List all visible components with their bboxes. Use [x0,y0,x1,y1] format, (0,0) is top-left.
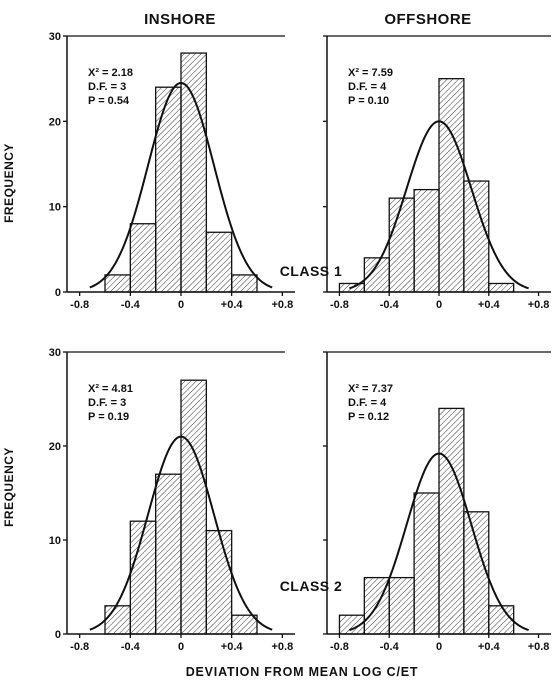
y-tick-label: 0 [55,287,61,299]
x-tick-label: 0 [178,641,184,653]
x-tick-label: -0.4 [380,641,400,653]
stat-label: D.F. = 4 [348,397,387,409]
histogram-bar [231,614,258,635]
stat-label: X² = 4.81 [88,383,133,395]
y-axis-label-top: FREQUENCY [2,143,16,223]
class-2-label: CLASS 2 [280,578,343,594]
x-tick-label: -0.8 [330,299,349,311]
histogram-bar [463,180,490,293]
normal-curve [349,120,529,290]
histogram-bar [388,576,415,635]
histogram-bar [413,188,440,293]
histogram-bar [488,605,515,635]
histogram-bar [180,379,207,635]
y-tick-label: 30 [49,31,61,43]
normal-curve [89,435,273,631]
histogram-bar [438,78,465,293]
x-tick-label: -0.8 [70,299,89,311]
panel-class-2-inshore: -0.8 -0.4 0 +0.4 +0.8 0 10 20 30 X² = 4.81 D.F. = … [49,347,295,653]
histogram-bar [104,274,131,293]
y-tick-label: 10 [49,535,61,547]
histogram-bar [205,231,233,293]
histogram-bar [488,282,515,293]
stat-label: X² = 2.18 [88,67,133,79]
histogram-bar [231,274,258,293]
x-tick-label: 0 [436,641,442,653]
stat-label: D.F. = 3 [88,397,126,409]
x-tick-label: -0.4 [380,299,400,311]
column-title-offshore: OFFSHORE [384,11,471,28]
histogram-bar [129,520,157,635]
x-tick-label: +0.8 [271,299,293,311]
x-tick-label: -0.8 [70,641,89,653]
histogram-bar [205,529,233,635]
x-axis-label: DEVIATION FROM MEAN LOG C/ET [186,665,419,679]
column-title-inshore: INSHORE [144,11,216,28]
histogram-bar [363,257,390,293]
histogram-panels: -0.8 -0.4 0 +0.4 +0.8 0 10 20 30 X² = 2.18 D.F. = … [49,31,551,653]
normal-curve [349,452,529,632]
stat-label: D.F. = 3 [88,81,126,93]
histogram-bar [388,197,415,293]
class-1-label: CLASS 1 [280,263,343,279]
x-tick-label: -0.8 [330,641,349,653]
histogram-bar [180,52,207,293]
normal-curve [89,81,273,289]
stat-label: P = 0.12 [348,411,389,423]
x-tick-label: +0.8 [528,299,550,311]
panel-class-1-offshore: -0.8 -0.4 0 +0.4 +0.8 X² = 7.59 D.F. = 4 P = 0.… [323,35,551,311]
y-tick-label: 20 [49,441,61,453]
histogram-bar [413,492,440,635]
x-tick-label: +0.4 [478,641,501,653]
y-tick-label: 30 [49,347,61,359]
histogram-bar [155,473,182,635]
histogram-bar [104,605,131,635]
stat-label: P = 0.10 [348,95,389,107]
x-tick-label: -0.4 [121,641,141,653]
panel-class-1-inshore: -0.8 -0.4 0 +0.4 +0.8 0 10 20 30 X² = 2.18 D.F. = … [49,31,295,311]
y-tick-label: 10 [49,202,61,214]
stat-label: D.F. = 4 [348,81,387,93]
histogram-bar [463,511,490,635]
x-tick-label: 0 [436,299,442,311]
y-axis-label-bottom: FREQUENCY [2,447,16,527]
x-tick-label: 0 [178,299,184,311]
x-tick-label: +0.8 [528,641,550,653]
x-tick-label: -0.4 [121,299,141,311]
x-tick-label: +0.4 [221,641,244,653]
x-tick-label: +0.4 [221,299,244,311]
y-tick-label: 0 [55,629,61,641]
stat-label: X² = 7.59 [348,67,393,79]
histogram-bar [155,86,182,293]
histogram-bar [129,223,157,293]
panel-class-2-offshore: -0.8 -0.4 0 +0.4 +0.8 X² = 7.37 D.F. = 4 P = 0.… [323,351,551,653]
y-tick-label: 20 [49,116,61,128]
stat-label: P = 0.54 [88,95,130,107]
x-tick-label: +0.8 [271,641,293,653]
x-tick-label: +0.4 [478,299,501,311]
histogram-bar [438,407,465,635]
stat-label: P = 0.19 [88,411,129,423]
stat-label: X² = 7.37 [348,383,393,395]
